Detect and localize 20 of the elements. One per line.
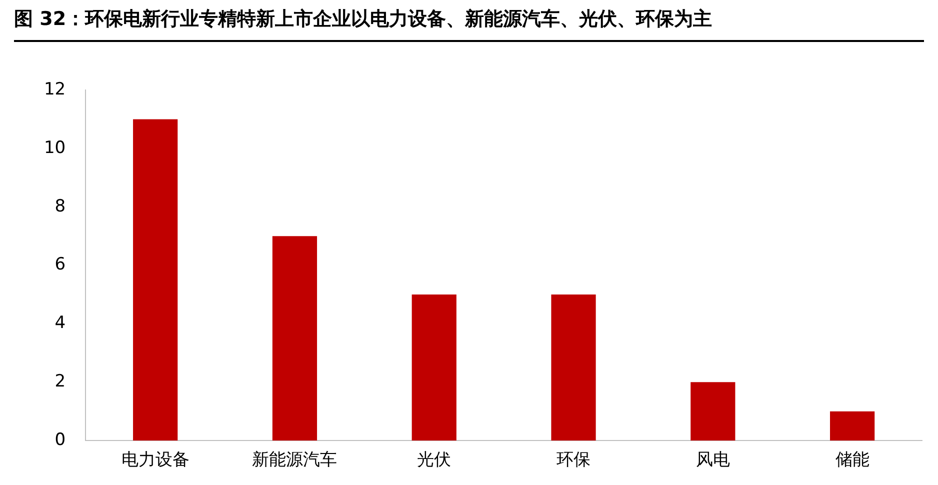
x-tick-label: 电力设备 [121, 450, 190, 470]
bar [551, 294, 596, 441]
bar [133, 119, 178, 441]
y-tick-label: 4 [54, 313, 66, 334]
bar [830, 411, 875, 441]
x-tick-label: 储能 [835, 450, 870, 470]
y-tick-label: 8 [54, 196, 66, 216]
y-tick-label: 10 [44, 138, 66, 158]
x-tick-label: 风电 [696, 450, 730, 470]
y-tick-label: 12 [44, 79, 66, 100]
y-tick-label: 0 [54, 430, 66, 450]
x-tick-label: 环保 [556, 450, 591, 470]
bar [690, 382, 736, 441]
chart-title: 图 32：环保电新行业专精特新上市企业以电力设备、新能源汽车、光伏、环保为主 [14, 6, 924, 42]
y-tick-label: 2 [54, 372, 66, 392]
x-tick-label: 新能源汽车 [252, 450, 338, 470]
bar [272, 236, 318, 441]
bar [412, 294, 456, 441]
x-tick-label: 光伏 [417, 450, 452, 470]
y-tick-label: 6 [54, 254, 66, 275]
